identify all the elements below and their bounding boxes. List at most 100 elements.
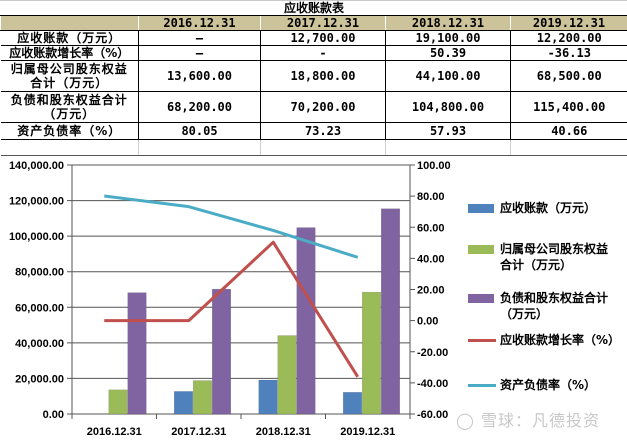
legend-label-line1: 负债和股东权益合计	[500, 291, 609, 305]
table-row: 资产负债率（%） 80.05 73.23 57.93 40.66	[0, 122, 627, 140]
bar	[343, 392, 362, 415]
cell: 19,100.00	[385, 30, 511, 46]
watermark: ◯ 雪球：凡德投资	[456, 407, 600, 431]
right-axis-tick-label: 20.00	[417, 285, 445, 297]
bar	[362, 291, 381, 415]
bar	[193, 380, 212, 415]
right-axis-tick-label: -20.00	[417, 347, 448, 359]
legend-label-line1: 归属母公司股东权益	[500, 242, 609, 256]
legend-label: 应收账款（万元）	[500, 201, 597, 215]
legend-swatch-red-line	[468, 339, 496, 342]
bar	[277, 335, 297, 415]
x-axis-tick-label: 2016.12.31	[87, 426, 142, 438]
snowball-logo-icon: ◯	[456, 411, 475, 430]
cell: -36.13	[510, 45, 627, 61]
cell: —	[138, 45, 261, 61]
left-axis-tick-label: 100,000.00	[9, 231, 64, 243]
header-2017: 2017.12.31	[260, 15, 386, 31]
table-row: 负债和股东权益合计 （万元） 68,200.00 70,200.00 104,8…	[0, 91, 627, 123]
cell: -	[260, 45, 386, 61]
top-border	[0, 0, 627, 1]
watermark-text: 雪球：凡德投资	[481, 411, 601, 430]
legend-label: 归属母公司股东权益 合计（万元）	[500, 241, 608, 273]
cell: 73.23	[260, 122, 386, 140]
cell: 12,700.00	[260, 30, 386, 46]
legend-item-receivables: 应收账款（万元）	[468, 200, 596, 216]
cell: 44,100.00	[385, 60, 511, 92]
cell: 18,800.00	[260, 60, 386, 92]
legend-label: 资产负债率（%）	[500, 378, 597, 392]
receivables-table: 应收账款表 2016.12.31 2017.12.31 2018.12.31 2…	[0, 1, 627, 156]
cell: 68,500.00	[510, 60, 627, 92]
right-axis-tick-label: -60.00	[417, 409, 448, 421]
row-label-line1: 归属母公司股东权益	[10, 62, 128, 76]
row-label-line1: 负债和股东权益合计	[10, 93, 128, 107]
cell: 57.93	[385, 122, 511, 140]
legend-item-parent-equity: 归属母公司股东权益 合计（万元）	[468, 241, 608, 273]
cell: 70,200.00	[260, 91, 386, 123]
left-axis-tick-label: 0.00	[43, 409, 64, 421]
legend-label-line2: （万元）	[500, 307, 549, 321]
legend-swatch-blue	[468, 204, 494, 213]
x-axis-tick-label: 2019.12.31	[340, 426, 395, 438]
left-axis-tick-label: 20,000.00	[15, 373, 64, 385]
row-label: 负债和股东权益合计 （万元）	[0, 91, 139, 123]
table-row: 应收账款（万元） — 12,700.00 19,100.00 12,200.00	[0, 30, 627, 46]
legend-label: 负债和股东权益合计 （万元）	[500, 290, 608, 322]
bar	[381, 208, 400, 415]
left-axis-tick-label: 120,000.00	[9, 196, 64, 208]
right-axis-tick-label: 60.00	[417, 222, 445, 234]
cell: 50.39	[385, 45, 511, 61]
row-label: 应收账款增长率（%）	[0, 45, 139, 61]
empty-cell	[385, 139, 511, 156]
empty-cell	[138, 139, 261, 156]
row-label: 归属母公司股东权益 合计（万元）	[0, 60, 139, 92]
left-axis-tick-label: 80,000.00	[15, 267, 64, 279]
empty-cell	[260, 139, 386, 156]
legend-item-total-liabilities-equity: 负债和股东权益合计 （万元）	[468, 290, 608, 322]
right-axis-tick-label: 100.00	[417, 160, 451, 172]
left-axis-tick-label: 40,000.00	[15, 338, 64, 350]
legend-swatch-teal-line	[468, 384, 496, 387]
right-axis-tick-label: 0.00	[417, 316, 438, 328]
legend-swatch-green	[468, 245, 494, 254]
header-blank	[0, 15, 139, 31]
table-row: 归属母公司股东权益 合计（万元） 13,600.00 18,800.00 44,…	[0, 60, 627, 92]
cell: 115,400.00	[510, 91, 627, 123]
empty-cell	[510, 139, 627, 156]
right-axis-tick-label: 80.00	[417, 191, 445, 203]
legend-item-growth-rate: 应收账款增长率（%）	[468, 332, 620, 348]
left-axis-tick-label: 60,000.00	[15, 302, 64, 314]
table-row: 应收账款增长率（%） — - 50.39 -36.13	[0, 45, 627, 61]
header-2016: 2016.12.31	[138, 15, 261, 31]
cell: 12,200.00	[510, 30, 627, 46]
x-axis-tick-label: 2018.12.31	[256, 426, 311, 438]
legend-label: 应收账款增长率（%）	[500, 333, 621, 347]
cell: 80.05	[138, 122, 261, 140]
header-2019: 2019.12.31	[509, 15, 627, 31]
legend-item-debt-ratio: 资产负债率（%）	[468, 377, 596, 393]
empty-row	[0, 139, 627, 156]
right-axis-tick-label: 40.00	[417, 253, 445, 265]
bar	[174, 391, 193, 415]
series-line	[104, 194, 359, 259]
header-2018: 2018.12.31	[385, 15, 511, 31]
bar	[296, 227, 316, 415]
x-axis-tick-label: 2017.12.31	[171, 426, 226, 438]
table-header-row: 2016.12.31 2017.12.31 2018.12.31 2019.12…	[0, 15, 627, 31]
empty-cell	[0, 139, 139, 156]
bar	[108, 389, 128, 415]
cell: 104,800.00	[385, 91, 511, 123]
row-label: 资产负债率（%）	[0, 122, 139, 140]
series-line	[104, 240, 360, 378]
table-title: 应收账款表	[0, 1, 627, 16]
row-label-line2: （万元）	[43, 107, 96, 121]
right-axis-tick-label: -40.00	[417, 378, 448, 390]
row-label-line2: 合计（万元）	[30, 76, 109, 90]
left-axis-tick-label: 140,000.00	[9, 160, 64, 172]
cell: 13,600.00	[138, 60, 261, 92]
cell: 40.66	[510, 122, 627, 140]
bar	[212, 288, 231, 415]
bar	[127, 292, 147, 415]
